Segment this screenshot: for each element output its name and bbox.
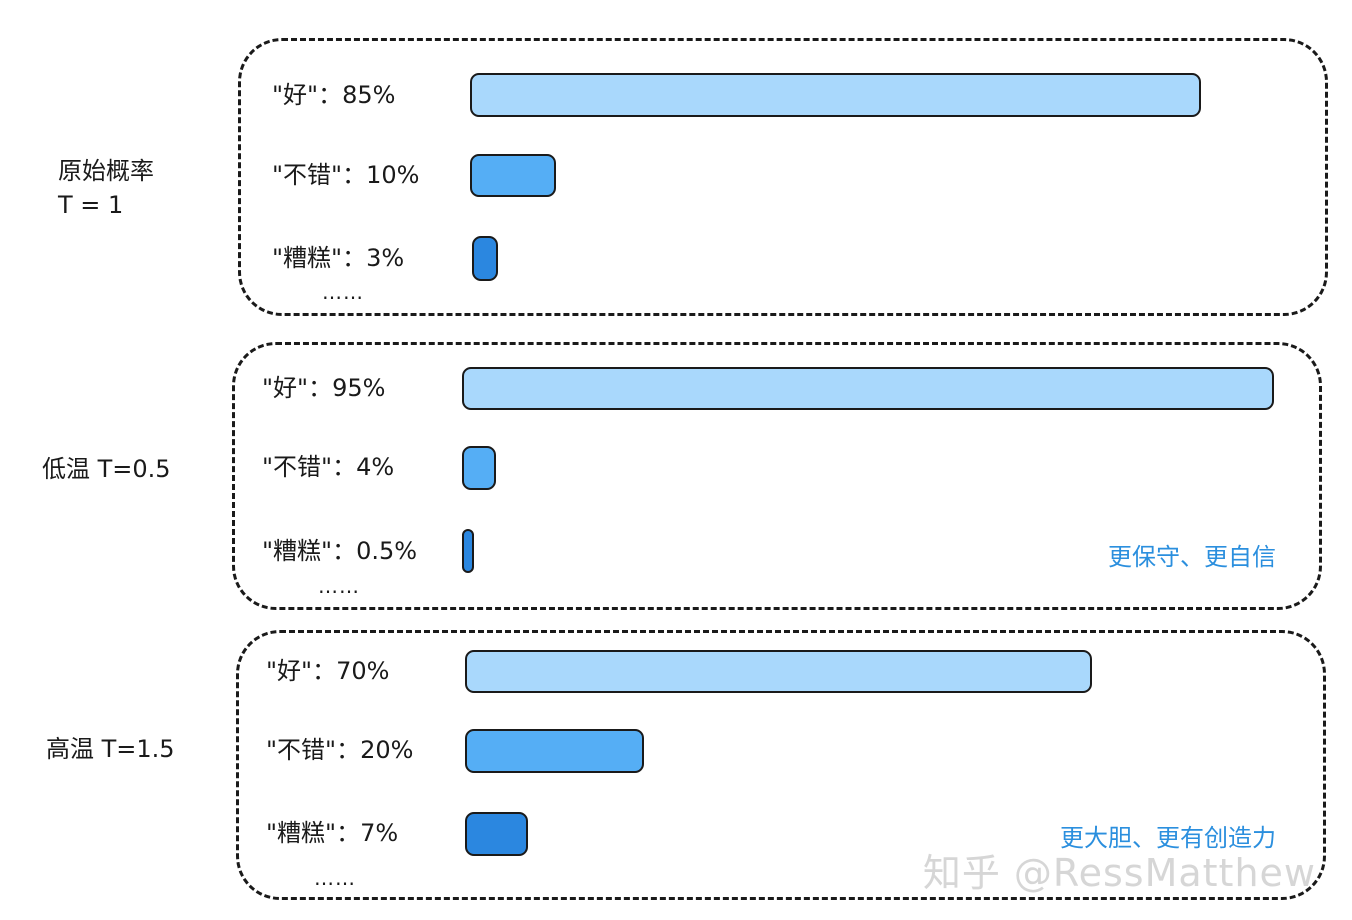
row-label-decent: "不错"：4% — [262, 453, 395, 481]
row-label-bad: "糟糕"：7% — [266, 819, 399, 847]
group-label-low-temp: 低温 T=0.5 — [42, 455, 171, 483]
group-label-high-temp: 高温 T=1.5 — [46, 735, 175, 763]
bar-decent — [465, 729, 644, 773]
more-ellipsis: …… — [322, 280, 364, 304]
bar-bad — [462, 529, 474, 573]
bar-decent — [462, 446, 497, 490]
note-high-temp: 更大胆、更有创造力 — [1060, 824, 1276, 852]
panel-high-temp — [236, 630, 1326, 900]
row-label-bad: "糟糕"：3% — [272, 244, 405, 272]
panel-low-temp — [232, 342, 1322, 610]
panel-original — [238, 38, 1328, 316]
row-label-decent: "不错"：10% — [272, 161, 420, 189]
watermark: 知乎 @RessMatthew — [922, 851, 1316, 895]
bar-bad — [465, 812, 528, 856]
bar-good — [470, 73, 1201, 117]
more-ellipsis: …… — [314, 866, 356, 890]
more-ellipsis: …… — [318, 574, 360, 598]
bar-good — [462, 367, 1275, 410]
row-label-decent: "不错"：20% — [266, 736, 414, 764]
row-label-good: "好"：85% — [272, 81, 396, 109]
row-label-good: "好"：95% — [262, 374, 386, 402]
bar-bad — [472, 236, 498, 281]
bar-good — [465, 650, 1092, 693]
note-low-temp: 更保守、更自信 — [1108, 543, 1276, 571]
group-label-original: 原始概率 T = 1 — [58, 157, 154, 219]
bar-decent — [470, 154, 556, 197]
row-label-bad: "糟糕"：0.5% — [262, 537, 418, 565]
row-label-good: "好"：70% — [266, 657, 390, 685]
